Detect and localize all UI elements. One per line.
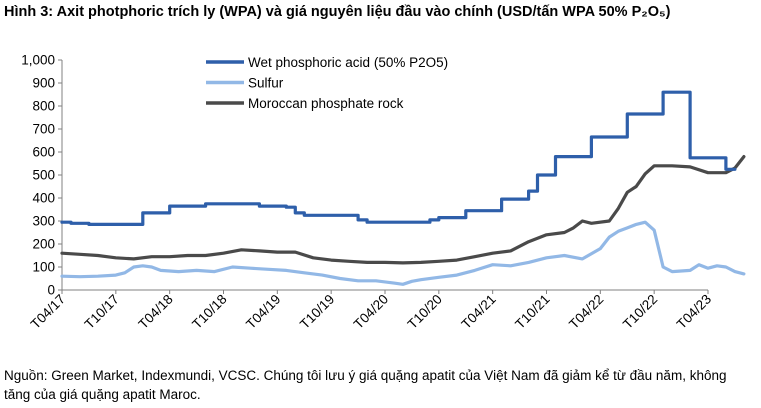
y-tick-label: 1,000 — [21, 53, 55, 68]
legend-label: Sulfur — [248, 76, 284, 91]
y-tick-label: 200 — [32, 237, 55, 252]
y-tick-label: 800 — [32, 99, 55, 114]
x-tick-label: T10/20 — [405, 292, 445, 332]
y-tick-label: 100 — [32, 260, 55, 275]
series-line-moroccan-phosphate-rock — [60, 155, 746, 265]
x-tick-label: T04/19 — [243, 292, 283, 332]
x-tick-label: T10/22 — [620, 292, 660, 332]
x-tick-label: T04/17 — [28, 292, 68, 332]
series-line-sulfur — [60, 220, 746, 286]
series-line-wet-phosphoric-acid-50-p2o5 — [60, 90, 737, 226]
line-chart: 0 100 200 300 400 500 600 700 800 900 1,000 T04/17 T… — [21, 53, 746, 332]
x-tick-label: T04/22 — [566, 292, 606, 332]
x-tick-label: T04/20 — [351, 292, 391, 332]
y-tick-label: 600 — [32, 145, 55, 160]
x-tick-label: T10/18 — [189, 292, 229, 332]
source-footnote: Nguồn: Green Market, Indexmundi, VCSC. C… — [4, 368, 727, 402]
y-tick-label: 300 — [32, 214, 55, 229]
x-tick-label: T04/21 — [458, 292, 498, 332]
chart-series — [60, 90, 746, 286]
x-tick-label: T04/18 — [135, 292, 175, 332]
chart-axes: 0 100 200 300 400 500 600 700 800 900 1,000 T04/17 T… — [21, 53, 714, 332]
y-tick-label: 500 — [32, 168, 55, 183]
chart-legend: Wet phosphoric acid (50% P2O5) Sulfur Moro… — [206, 55, 448, 111]
legend-label: Moroccan phosphate rock — [248, 96, 404, 111]
x-tick-label: T10/21 — [512, 292, 552, 332]
y-tick-label: 700 — [32, 122, 55, 137]
chart-area: 0 100 200 300 400 500 600 700 800 900 1,000 T04/17 T… — [0, 44, 761, 356]
x-tick-label: T10/17 — [82, 292, 122, 332]
x-tick-label: T10/19 — [297, 292, 337, 332]
y-tick-label: 400 — [32, 191, 55, 206]
y-tick-label: 0 — [47, 283, 55, 298]
legend-label: Wet phosphoric acid (50% P2O5) — [248, 55, 448, 70]
y-tick-label: 900 — [32, 76, 55, 91]
x-tick-label: T04/23 — [674, 292, 714, 332]
chart-title: Hình 3: Axit photphoric trích ly (WPA) v… — [4, 4, 671, 20]
